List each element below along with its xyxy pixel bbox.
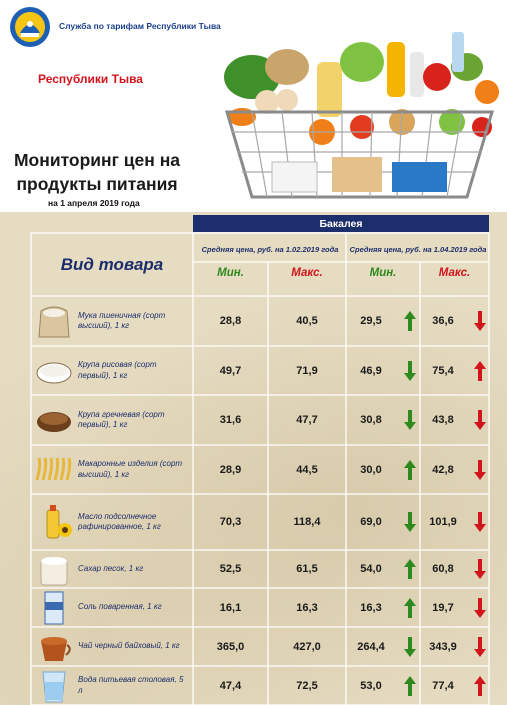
max-trend-up-arrow-icon xyxy=(474,675,486,696)
price-table-background xyxy=(0,212,507,705)
tuva-emblem-icon xyxy=(10,7,50,47)
min-trend-down-arrow-icon xyxy=(404,512,416,532)
max-trend-down-arrow-icon xyxy=(474,559,486,579)
buckwheat-bowl-icon xyxy=(37,412,71,432)
product-name: Мука пшеничная (сорт высший), 1 кг xyxy=(78,310,166,331)
product-column-header: Вид товара xyxy=(60,254,164,274)
p1-max-value: 72,5 xyxy=(296,679,318,692)
page-header: Служба по тарифам Республики Тыва Респуб… xyxy=(0,0,507,212)
p2-max-value: 19,7 xyxy=(432,601,454,614)
max-trend-down-arrow-icon xyxy=(474,512,486,532)
min-trend-down-arrow-icon xyxy=(404,410,416,430)
p1-min-value: 28,8 xyxy=(219,315,242,327)
p1-min-value: 49,7 xyxy=(219,364,242,377)
page-title: Мониторинг цен на продукты питания xyxy=(6,148,188,196)
period1-header: Средняя цена, руб. на 1.02.2019 года xyxy=(201,244,339,254)
max-trend-down-arrow-icon xyxy=(474,311,486,331)
water-glass-icon xyxy=(42,671,66,702)
product-name: Макаронные изделия (сорт высший), 1 кг xyxy=(78,459,183,479)
product-name: Сахар песок, 1 кг xyxy=(78,563,144,573)
period1-min-header: Мин. xyxy=(217,267,244,279)
product-name: Чай черный байховый, 1 кг xyxy=(78,641,180,651)
p2-max-value: 42,8 xyxy=(432,463,454,476)
p1-min-value: 365,0 xyxy=(216,640,245,653)
max-trend-down-arrow-icon xyxy=(474,597,486,618)
p2-min-value: 30,8 xyxy=(360,414,382,426)
p1-max-value: 47,7 xyxy=(296,414,318,426)
p1-max-value: 118,4 xyxy=(293,516,321,528)
p2-max-value: 77,4 xyxy=(432,679,454,692)
p2-max-value: 343,9 xyxy=(429,640,457,653)
p2-min-value: 54,0 xyxy=(360,563,382,575)
product-name: Крупа гречневая (сорт первый), 1 кг xyxy=(78,409,165,430)
min-trend-up-arrow-icon xyxy=(404,675,416,696)
p2-min-value: 69,0 xyxy=(360,516,382,528)
period2-min-header: Мин. xyxy=(369,267,397,279)
product-name: Крупа рисовая (сорт первый), 1 кг xyxy=(78,360,157,380)
grocery-basket-image xyxy=(224,32,499,199)
p2-min-value: 16,3 xyxy=(360,601,382,614)
republic-name: Республики Тыва xyxy=(38,72,143,86)
p1-max-value: 427,0 xyxy=(293,640,321,653)
p1-min-value: 47,4 xyxy=(219,679,242,692)
period2-header: Средняя цена, руб. на 1.04.2019 года xyxy=(349,244,487,254)
p1-min-value: 31,6 xyxy=(219,414,242,426)
p1-max-value: 61,5 xyxy=(296,563,318,575)
p2-max-value: 36,6 xyxy=(432,315,454,327)
report-date: на 1 апреля 2019 года xyxy=(48,198,140,208)
p2-min-value: 30,0 xyxy=(360,463,382,476)
max-trend-down-arrow-icon xyxy=(474,459,486,480)
max-trend-down-arrow-icon xyxy=(474,636,486,657)
p1-max-value: 16,3 xyxy=(296,601,318,614)
p1-max-value: 44,5 xyxy=(296,463,318,476)
period2-max-header: Макс. xyxy=(438,267,471,279)
pasta-icon xyxy=(35,457,72,480)
product-name: Вода питьевая столовая, 5 л xyxy=(78,675,184,695)
product-name: Соль поваренная, 1 кг xyxy=(78,602,162,612)
min-trend-up-arrow-icon xyxy=(404,559,416,579)
p2-min-value: 264,4 xyxy=(357,640,385,653)
p1-max-value: 40,5 xyxy=(296,315,318,327)
p1-min-value: 70,3 xyxy=(219,516,242,528)
title-line-1: Мониторинг цен на xyxy=(13,150,181,170)
tea-cup-icon xyxy=(41,636,71,661)
period1-max-header: Макс. xyxy=(291,267,323,279)
p1-max-value: 71,9 xyxy=(296,364,318,377)
p2-max-value: 75,4 xyxy=(432,364,454,377)
min-trend-down-arrow-icon xyxy=(404,636,416,657)
p1-min-value: 52,5 xyxy=(219,563,242,575)
flour-sack-icon xyxy=(38,306,70,338)
oil-bottle-icon xyxy=(46,505,72,539)
p2-max-value: 43,8 xyxy=(432,414,454,426)
p1-min-value: 16,1 xyxy=(219,601,242,614)
service-name: Служба по тарифам Республики Тыва xyxy=(59,21,221,31)
p1-min-value: 28,9 xyxy=(219,463,242,476)
section-title: Бакалея xyxy=(193,215,489,232)
min-trend-up-arrow-icon xyxy=(404,459,416,480)
rice-bowl-icon xyxy=(36,362,72,383)
p2-min-value: 46,9 xyxy=(360,364,382,377)
title-line-2: продукты питания xyxy=(16,174,178,194)
min-trend-up-arrow-icon xyxy=(404,311,416,331)
max-trend-up-arrow-icon xyxy=(474,360,486,381)
p2-max-value: 60,8 xyxy=(432,563,454,575)
p2-max-value: 101,9 xyxy=(429,516,457,528)
p2-min-value: 29,5 xyxy=(360,315,382,327)
p2-min-value: 53,0 xyxy=(360,679,382,692)
sugar-bag-icon xyxy=(40,557,68,586)
product-name: Масло подсолнечное рафинированное, 1 кг xyxy=(78,511,161,532)
min-trend-down-arrow-icon xyxy=(404,360,416,381)
salt-pack-icon xyxy=(44,591,64,624)
max-trend-down-arrow-icon xyxy=(474,410,486,430)
min-trend-up-arrow-icon xyxy=(404,597,416,618)
